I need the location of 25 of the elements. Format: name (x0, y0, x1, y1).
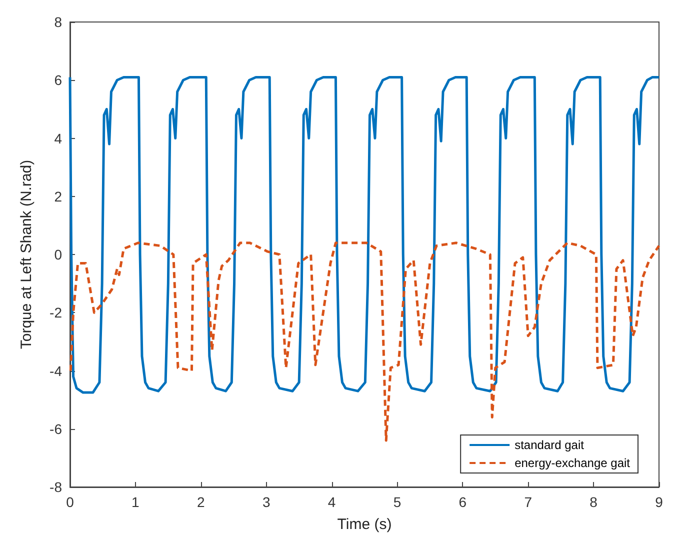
x-axis-title: Time (s) (337, 516, 392, 533)
legend-label: standard gait (514, 438, 585, 452)
x-tick-label: 0 (66, 494, 74, 510)
y-tick-label: -6 (50, 420, 62, 437)
x-tick-label: 4 (328, 494, 336, 510)
legend-label: energy-exchange gait (514, 456, 631, 470)
line-series (68, 76, 660, 394)
x-tick-label: 8 (590, 494, 598, 510)
y-axis-title: Torque at Left Shank (N.rad) (18, 160, 35, 350)
x-tick-label: 9 (655, 494, 664, 510)
y-tick-label: 8 (54, 14, 62, 30)
y-tick-label: -2 (50, 304, 62, 321)
x-tick-label: 3 (262, 494, 270, 510)
x-tick-label: 6 (458, 494, 467, 510)
x-tick-label: 2 (196, 494, 205, 510)
y-tick-label: 2 (54, 188, 62, 204)
y-tick-label: 4 (54, 130, 62, 146)
x-tick-label: 7 (524, 494, 532, 510)
y-tick-label: -4 (50, 362, 62, 379)
y-tick-label: 6 (54, 72, 62, 88)
y-tick-label: 0 (54, 246, 62, 262)
x-tick-label: 5 (393, 494, 402, 510)
x-tick-label: 1 (132, 494, 140, 510)
line-series (69, 242, 660, 442)
y-tick-label: -8 (50, 479, 62, 495)
